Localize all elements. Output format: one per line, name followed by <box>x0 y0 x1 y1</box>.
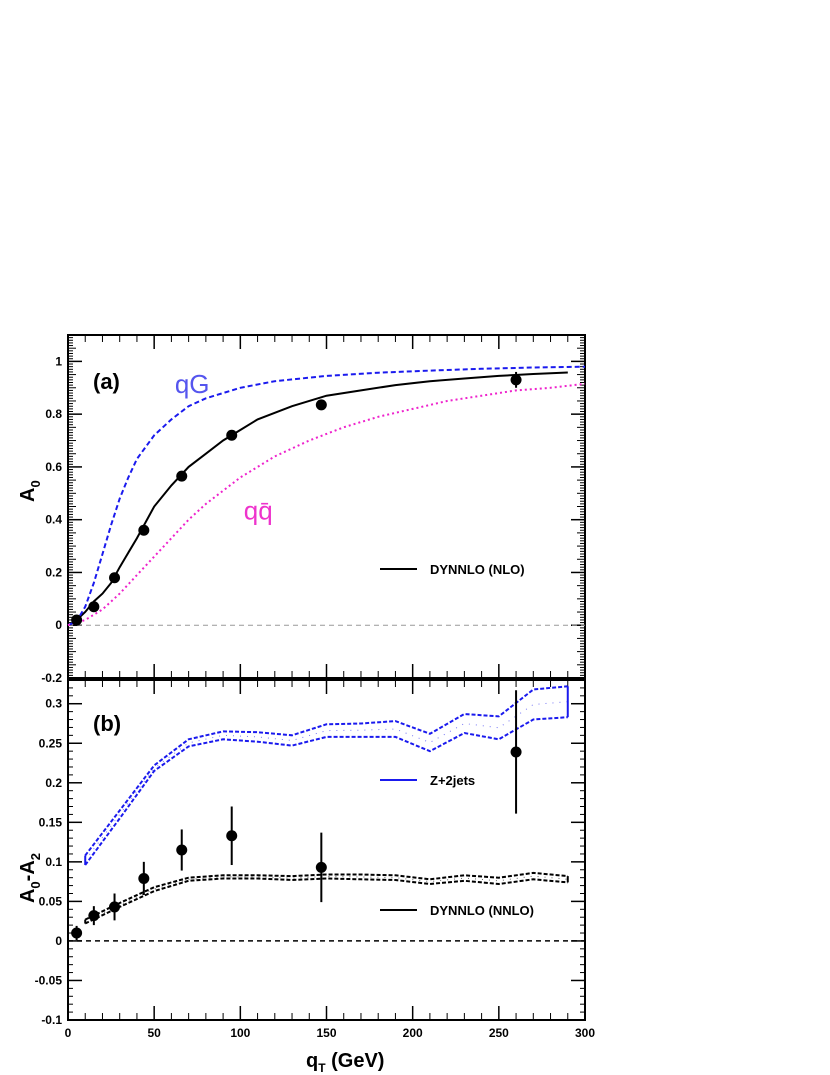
panel-a-ylabel-sub: 0 <box>28 480 43 487</box>
panel-b-xtick-label: 300 <box>575 1026 595 1040</box>
panel-b-xtick-label: 250 <box>489 1026 509 1040</box>
panel-a-data-point <box>109 572 121 584</box>
panel-b-ylabel-minus-a: -A <box>17 860 39 881</box>
panel-b-legend-z2jets: Z+2jets <box>380 773 475 788</box>
panel-b-ytick-label: -0.1 <box>41 1013 62 1027</box>
panel-a-ytick-label: 0.4 <box>45 513 62 527</box>
panel-a-data-point <box>510 374 522 386</box>
panel-a-ytick-label: 0.8 <box>45 407 62 421</box>
panel-b-xtick-label: 50 <box>147 1026 161 1040</box>
panel-b-ytick-label: 0.2 <box>45 776 62 790</box>
panel-a-data-point <box>315 399 327 411</box>
panel-b-xtick-label: 100 <box>230 1026 250 1040</box>
panel-b-curves <box>84 685 569 925</box>
panel-b-ylabel: A0-A2 <box>17 853 43 903</box>
panel-a-label: (a) <box>93 369 120 394</box>
panel-b-legend-dynnlo: DYNNLO (NNLO) <box>380 903 534 918</box>
panel-a-curves <box>67 365 586 627</box>
x-axis-title-unit: (GeV) <box>326 1050 385 1072</box>
panel-a-data-point <box>176 470 188 482</box>
x-axis-title-sub: T <box>318 1061 326 1075</box>
panel-a-series-nlo <box>75 371 568 621</box>
panel-b-ylabel-a0: A <box>17 889 39 903</box>
panel-a-ytick-label: -0.2 <box>41 671 62 685</box>
panel-a-ytick-label: 0.2 <box>45 565 62 579</box>
panel-b-ytick-label: 0.15 <box>39 815 63 829</box>
panel-b-band-dynnlo-upper <box>84 871 568 921</box>
panel-a-series-qqbar <box>67 382 586 627</box>
panel-b-band-z2jets-lower <box>84 716 568 866</box>
panel-a-plot-area: -0.2 0 0.2 0.4 0.6 0.8 1 qG qq̄ <box>41 334 586 685</box>
panel-b-ytick-label: 0.3 <box>45 697 62 711</box>
panel-b-data-point <box>71 927 83 939</box>
panel-b-frame <box>67 679 586 1021</box>
panel-b-data-point <box>176 844 188 856</box>
panel-b-ytick-label: 0.05 <box>39 894 63 908</box>
panel-b-band-z2jets-center <box>84 701 568 861</box>
panel-a-ytick-label: 1 <box>55 354 62 368</box>
panel-a-data-point <box>71 614 83 626</box>
panel-a-frame <box>67 334 586 679</box>
panel-b-ytick-label: 0 <box>55 934 62 948</box>
panel-b-xtick-label: 0 <box>65 1026 72 1040</box>
panel-b-ytick-label: 0.25 <box>39 736 63 750</box>
x-axis-title: qT (GeV) <box>306 1050 384 1075</box>
panel-b: -0.1 -0.05 0 0.05 0.1 0.15 0.2 0.25 0.3 0 50 100 150… <box>17 679 595 1040</box>
panel-a-legend: DYNNLO (NLO) <box>380 562 525 577</box>
panel-a-data-point <box>88 601 100 613</box>
panel-b-legend-text-dynnlo: DYNNLO (NNLO) <box>430 903 534 918</box>
panel-b-ytick-label: -0.05 <box>35 973 63 987</box>
panel-b-data-point <box>315 861 327 873</box>
panel-a-series-qg <box>67 365 586 627</box>
panel-b-plot-area: -0.1 -0.05 0 0.05 0.1 0.15 0.2 0.25 0.3 0 50 100 150… <box>35 679 595 1040</box>
panel-a-channel-label-qqbar: qq̄ <box>244 496 273 526</box>
panel-a-ylabel: A0 <box>17 480 43 502</box>
panel-a-data-point <box>226 429 238 441</box>
panel-b-data-point <box>109 901 121 913</box>
panel-b-data-point <box>88 910 100 922</box>
panel-b-data-point <box>510 746 522 758</box>
panel-b-band-dynnlo-lower <box>84 877 568 925</box>
panel-b-band-z2jets-upper <box>84 685 568 857</box>
panel-b-ylabel-sub2: 2 <box>28 853 43 860</box>
panel-a-legend-text: DYNNLO (NLO) <box>430 562 525 577</box>
panel-b-xtick-label: 200 <box>403 1026 423 1040</box>
panel-a-ytick-label: 0 <box>55 618 62 632</box>
panel-a-data-point <box>138 524 150 536</box>
panel-a-channel-label-qg: qG <box>175 369 210 399</box>
panel-b-ytick-label: 0.1 <box>45 855 62 869</box>
panel-b-legend-text-z2jets: Z+2jets <box>430 773 475 788</box>
panel-b-label: (b) <box>93 711 121 736</box>
panel-b-data-point <box>226 830 238 842</box>
panel-a-ytick-label: 0.6 <box>45 460 62 474</box>
panel-b-ylabel-sub0: 0 <box>28 881 43 888</box>
panel-b-data-point <box>138 872 150 884</box>
panel-b-xtick-label: 150 <box>316 1026 336 1040</box>
x-axis-title-main: q <box>306 1050 318 1072</box>
panel-a-ylabel-main: A <box>17 488 39 502</box>
